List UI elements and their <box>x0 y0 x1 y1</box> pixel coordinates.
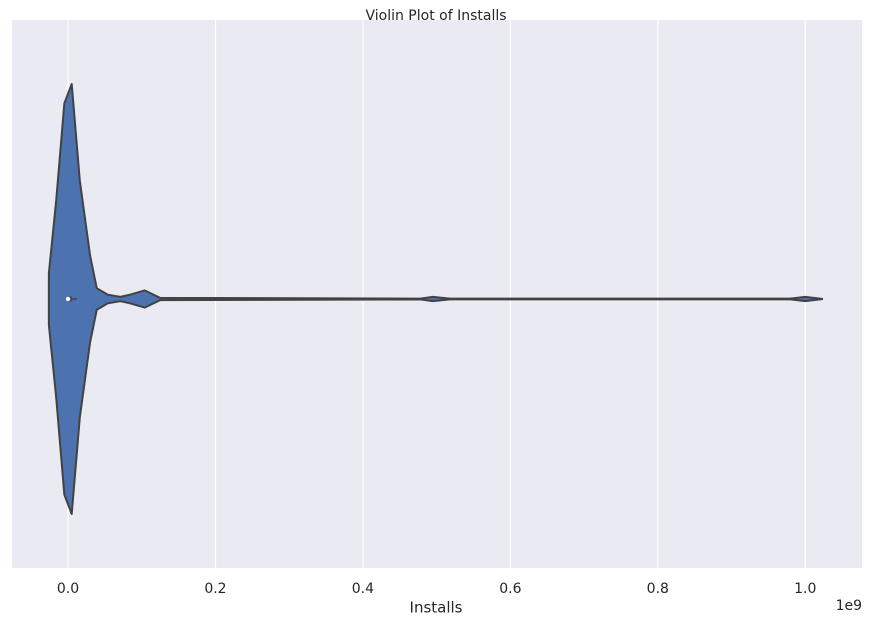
x-tick-label: 0.0 <box>57 581 79 597</box>
chart-title: Violin Plot of Installs <box>365 8 506 24</box>
x-tick-label: 0.2 <box>204 581 226 597</box>
x-tick-label: 0.4 <box>352 581 374 597</box>
box-median <box>65 296 71 302</box>
x-axis-label: Installs <box>410 599 463 617</box>
x-tick-label: 1.0 <box>794 581 816 597</box>
x-tick-label: 0.8 <box>647 581 669 597</box>
violin-lower-outline <box>47 298 824 515</box>
x-tick-label: 0.6 <box>499 581 521 597</box>
x-offset-label: 1e9 <box>836 598 862 614</box>
